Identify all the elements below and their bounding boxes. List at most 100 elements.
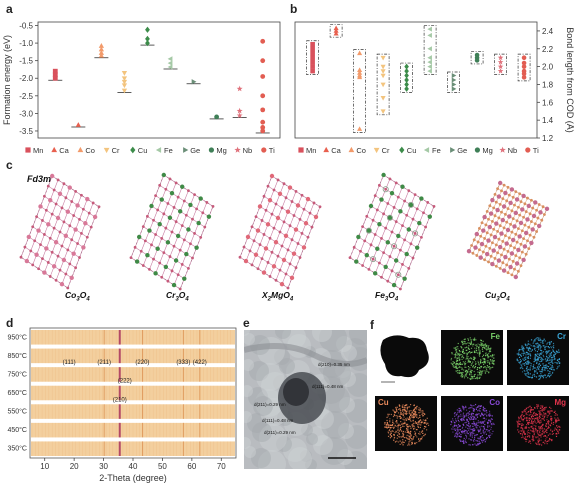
edx-pixel [450, 357, 453, 360]
edx-pixel [485, 437, 488, 439]
atom [180, 263, 184, 266]
edx-pixel [416, 405, 418, 407]
edx-pixel [464, 360, 466, 363]
edx-pixel [530, 418, 532, 420]
edx-pixel [486, 353, 489, 356]
data-point-mn [310, 50, 315, 56]
edx-pixel [477, 362, 479, 364]
edx-pixel [469, 366, 471, 369]
edx-pixel [402, 432, 404, 435]
atom [517, 205, 520, 209]
edx-pixel [399, 409, 401, 411]
edx-pixel [462, 417, 464, 419]
atom [413, 232, 417, 235]
edx-pixel [468, 368, 470, 370]
edx-pixel [490, 355, 492, 357]
edx-pixel [396, 410, 398, 412]
edx-pixel [550, 361, 552, 364]
edx-pixel [542, 369, 544, 371]
edx-pixel [452, 420, 454, 422]
atom [509, 222, 512, 226]
edx-pixel [519, 430, 521, 432]
atom [78, 218, 81, 221]
edx-pixel [536, 342, 538, 344]
edx-pixel [550, 347, 553, 349]
xrd-band [31, 330, 235, 345]
edx-pixel [472, 358, 475, 360]
edx-pixel [413, 416, 415, 419]
edx-pixel [473, 417, 475, 419]
edx-pixel [474, 373, 476, 376]
atom [159, 197, 164, 202]
atom [50, 250, 54, 254]
edx-pixel [552, 367, 554, 369]
atom [406, 227, 411, 232]
atom [168, 255, 172, 258]
edx-pixel [456, 360, 459, 362]
edx-pixel [463, 357, 465, 359]
edx-pixel [468, 410, 471, 413]
edx-pixel [543, 375, 545, 377]
edx-pixel [466, 358, 469, 360]
atom [511, 195, 515, 199]
edx-pixel [458, 411, 461, 413]
edx-pixel [391, 424, 393, 427]
edx-pixel [539, 338, 541, 341]
y-tick-label-a: -2.5 [19, 92, 33, 101]
edx-pixel [411, 442, 413, 445]
edx-pixel [551, 431, 553, 433]
edx-pixel [552, 349, 554, 351]
edx-pixel [463, 407, 465, 409]
xrd-band [31, 385, 235, 401]
edx-pixel [530, 350, 532, 352]
edx-pixel [399, 413, 401, 416]
structure-title-cu3o4: Cu3O4 [485, 290, 510, 303]
atom [280, 206, 284, 210]
y-tick-label-b: 1.2 [542, 134, 554, 143]
edx-pixel [394, 424, 396, 427]
atom [373, 194, 377, 198]
edx-pixel [472, 408, 474, 410]
atom [485, 209, 489, 213]
edx-pixel [481, 414, 483, 416]
edx-pixel [476, 345, 478, 347]
atom [521, 193, 526, 199]
edx-pixel [536, 361, 538, 363]
edx-pixel [477, 371, 479, 373]
edx-pixel [550, 368, 552, 371]
edx-pixel [540, 407, 542, 409]
edx-pixel [384, 422, 386, 424]
edx-pixel [541, 359, 543, 361]
edx-pixel [548, 341, 550, 344]
edx-pixel [471, 433, 473, 435]
edx-pixel [545, 414, 547, 416]
edx-pixel [407, 423, 409, 426]
legend-label-ge: Ge [457, 146, 467, 155]
edx-pixel [417, 421, 420, 423]
edx-pixel [452, 431, 454, 433]
bond [55, 270, 61, 281]
data-point-ti [260, 38, 266, 44]
edx-pixel [480, 405, 482, 407]
atom [382, 212, 385, 216]
atom [23, 245, 27, 249]
edx-pixel [544, 366, 546, 368]
edx-pixel [454, 354, 457, 356]
edx-pixel [533, 424, 535, 427]
edx-pixel [463, 369, 465, 371]
edx-pixel [535, 359, 537, 361]
edx-pixel [459, 366, 461, 368]
edx-pixel [407, 418, 410, 421]
edx-pixel [529, 348, 532, 350]
edx-pixel [405, 418, 407, 420]
edx-pixel [527, 410, 530, 413]
edx-pixel [471, 431, 473, 433]
edx-pixel [418, 438, 420, 440]
edx-pixel [486, 344, 488, 346]
atom [182, 276, 187, 281]
edx-pixel [465, 441, 467, 443]
edx-pixel [547, 346, 549, 348]
edx-pixel [396, 434, 399, 436]
edx-pixel [538, 366, 541, 368]
edx-pixel [459, 409, 462, 412]
